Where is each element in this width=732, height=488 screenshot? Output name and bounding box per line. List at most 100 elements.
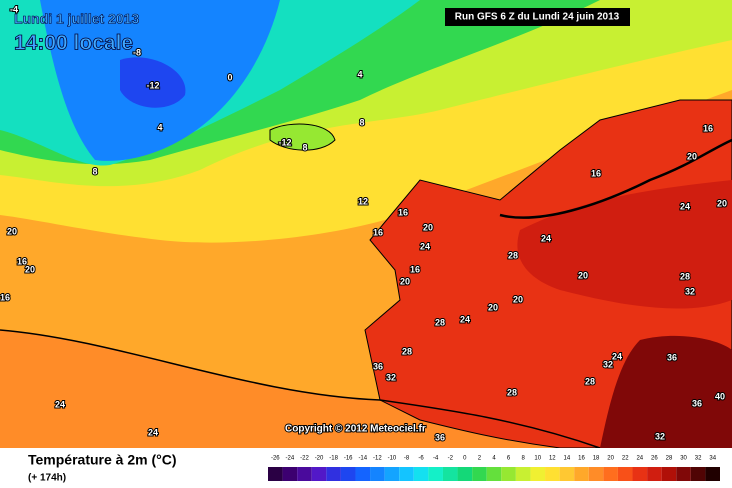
- contour-label: 28: [585, 376, 595, 386]
- contour-label: -12: [278, 137, 291, 147]
- iceland: [269, 123, 336, 151]
- scale-label: 2: [478, 456, 482, 462]
- scale-label: -2: [448, 456, 454, 462]
- contour-label: 16: [17, 256, 27, 266]
- date: Lundi 1 juillet 2013: [14, 11, 139, 27]
- scale-label: 0: [463, 456, 467, 462]
- scale-swatch: [515, 467, 531, 481]
- scale-swatch: [588, 467, 604, 481]
- contour-label: 16: [703, 123, 713, 133]
- contour-label: 40: [715, 391, 725, 401]
- contour-label: 20: [687, 151, 697, 161]
- contour-label: 28: [680, 271, 690, 281]
- contour-label: 16: [410, 264, 420, 274]
- scale-label: -20: [315, 456, 324, 462]
- contour-label: 24: [460, 314, 470, 324]
- scale-swatch: [661, 467, 677, 481]
- scale-label: 22: [622, 456, 629, 462]
- contour-label: 20: [25, 264, 35, 274]
- greenland-core: [120, 57, 186, 108]
- scale-label: -6: [418, 456, 424, 462]
- scale-swatch: [472, 467, 487, 481]
- scale-swatch: [486, 467, 502, 481]
- contour-label: 28: [507, 387, 517, 397]
- scale-label: -16: [344, 456, 353, 462]
- contour-label: 16: [398, 207, 408, 217]
- contour-label: 20: [423, 222, 433, 232]
- contour-label: 24: [680, 201, 690, 211]
- contour-label: 24: [55, 399, 65, 409]
- contour-label: 36: [667, 352, 677, 362]
- scale-label: 10: [534, 456, 541, 462]
- scale-swatch: [501, 467, 516, 481]
- contour-label: 20: [488, 302, 498, 312]
- contour-label: -12: [146, 80, 159, 90]
- scale-label: 4: [492, 456, 496, 462]
- contour-label: 36: [692, 398, 702, 408]
- scale-label: -26: [271, 456, 280, 462]
- scale-swatch: [705, 467, 720, 481]
- scale-swatch: [676, 467, 691, 481]
- scale-label: 12: [549, 456, 556, 462]
- scale-swatch: [530, 467, 546, 481]
- contour-label: 24: [148, 427, 158, 437]
- contour-label: 28: [435, 317, 445, 327]
- time: 14:00 locale: [14, 32, 133, 55]
- contour-label: 16: [0, 292, 10, 302]
- contour-label: 20: [400, 276, 410, 286]
- contour-label: 4: [357, 69, 362, 79]
- isotherm: [0, 329, 601, 449]
- scale-label: 28: [666, 456, 673, 462]
- contour-label: 24: [420, 241, 430, 251]
- contour-label: 24: [541, 233, 551, 243]
- scale-swatch: [603, 467, 618, 481]
- scale-swatch: [442, 467, 458, 481]
- contour-label: 0: [227, 72, 232, 82]
- scale-label: 24: [636, 456, 643, 462]
- scale-label: -12: [373, 456, 382, 462]
- scale-label: -24: [286, 456, 295, 462]
- scale-swatch: [647, 467, 662, 481]
- contour-label: 16: [591, 168, 601, 178]
- scale-swatch: [545, 467, 560, 481]
- run-text: Run GFS 6 Z du Lundi 24 juin 2013: [455, 12, 620, 23]
- scale-swatch: [340, 467, 356, 481]
- scale-label: 32: [695, 456, 702, 462]
- contour-label: 36: [435, 432, 445, 442]
- contour-label: 20: [7, 226, 17, 236]
- scale-swatch: [399, 467, 414, 481]
- scale-swatch: [297, 467, 312, 481]
- contour-label: 8: [359, 117, 364, 127]
- contour-label: 20: [513, 294, 523, 304]
- scale-swatch: [355, 467, 371, 481]
- contour-label: 28: [508, 250, 518, 260]
- scale-swatch: [268, 467, 283, 481]
- scale-label: 18: [593, 456, 600, 462]
- scale-swatch: [457, 467, 473, 481]
- scale-swatch: [559, 467, 575, 481]
- scale-label: 14: [564, 456, 571, 462]
- scale-label: 6: [507, 456, 511, 462]
- scale-label: 34: [709, 456, 716, 462]
- scale-label: 26: [651, 456, 658, 462]
- footer-title: Température à 2m (°C): [28, 452, 177, 468]
- scale-label: -4: [433, 456, 439, 462]
- scale-label: -14: [358, 456, 367, 462]
- scale-label: -10: [388, 456, 397, 462]
- scale-swatch: [632, 467, 648, 481]
- contour-label: 12: [358, 196, 368, 206]
- contour-label: 28: [402, 346, 412, 356]
- contour-label: 8: [302, 142, 307, 152]
- very-hot: [600, 335, 732, 448]
- contour-label: 32: [386, 372, 396, 382]
- isotherm: [499, 138, 732, 219]
- scale-label: 30: [680, 456, 687, 462]
- contour-label: 20: [717, 198, 727, 208]
- scale-swatch: [384, 467, 400, 481]
- scale-swatch: [428, 467, 443, 481]
- contour-label: 16: [373, 227, 383, 237]
- scale-label: 20: [607, 456, 614, 462]
- scale-label: -22: [300, 456, 309, 462]
